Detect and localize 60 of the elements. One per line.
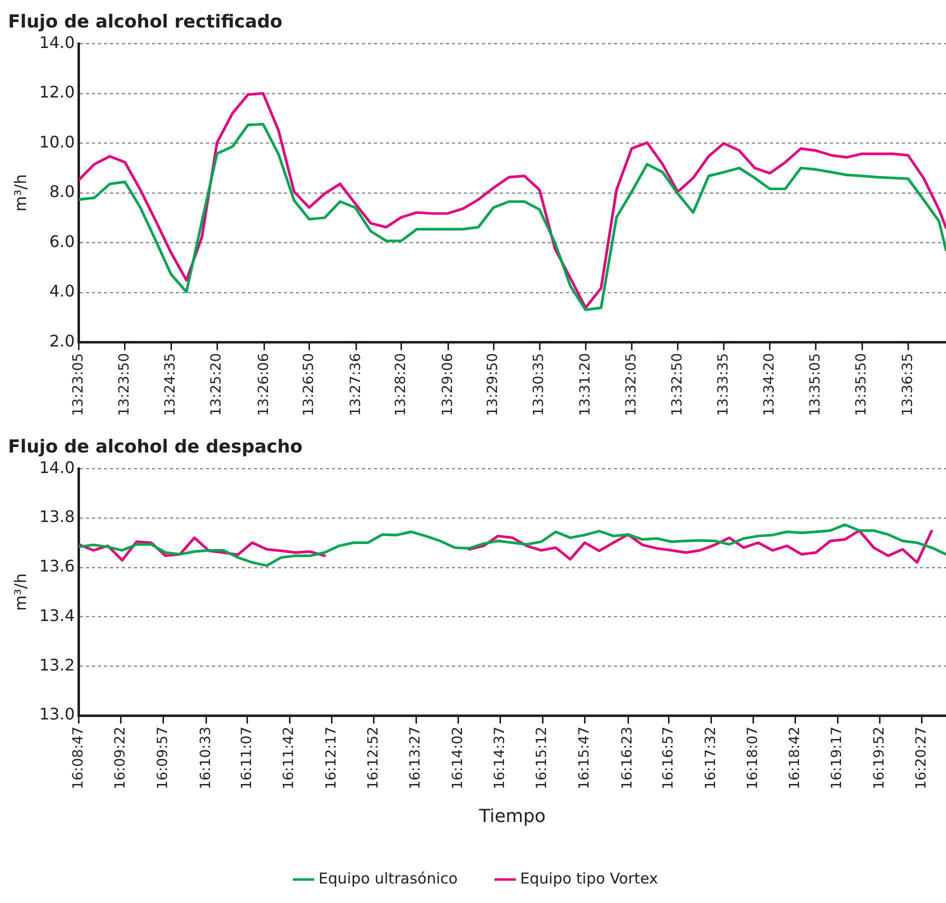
chart-title: Flujo de alcohol rectificado	[8, 11, 282, 32]
x-tick-label: 16:18:07	[744, 726, 761, 790]
x-tick-label: 16:19:52	[871, 726, 888, 790]
y-tick-label: 10.0	[39, 132, 75, 152]
x-tick-label: 13:34:20	[762, 353, 778, 416]
x-tick-label: 16:13:27	[408, 726, 424, 790]
x-tick-label: 16:20:27	[914, 726, 930, 790]
x-tick-label: 13:26:06	[256, 353, 272, 416]
y-tick-label: 6.0	[49, 232, 75, 251]
y-tick-label: 8.0	[49, 182, 75, 202]
x-tick-label: 16:10:33	[198, 726, 214, 790]
x-tick-label: 16:12:17	[323, 726, 340, 790]
x-tick-label: 13:26:50	[300, 353, 317, 416]
y-tick-label: 13.8	[39, 507, 75, 526]
x-tick-label: 16:08:47	[70, 726, 86, 790]
y-tick-label: 14.0	[39, 458, 75, 477]
y-axis-title: m³/h	[10, 573, 30, 611]
x-tick-label: 13:32:50	[669, 353, 686, 416]
x-tick-label: 16:14:02	[450, 726, 466, 790]
x-tick-label: 13:29:06	[440, 353, 456, 416]
x-tick-label: 13:27:36	[348, 353, 364, 416]
x-tick-label: 13:33:35	[715, 353, 732, 416]
x-axis-title: Tiempo	[478, 806, 546, 827]
x-tick-label: 16:19:17	[829, 726, 846, 790]
x-tick-label: 13:35:05	[808, 353, 824, 416]
x-tick-label: 16:09:57	[154, 726, 171, 790]
x-tick-label: 13:31:20	[577, 353, 594, 416]
legend-label: Equipo ultrasónico	[318, 869, 458, 888]
x-tick-label: 13:24:35	[162, 353, 179, 416]
x-tick-label: 13:28:20	[393, 353, 410, 416]
x-tick-label: 16:16:23	[620, 726, 636, 790]
y-tick-label: 13.0	[39, 704, 75, 724]
x-tick-label: 13:32:05	[623, 353, 640, 416]
y-tick-label: 13.2	[39, 655, 75, 674]
x-tick-label: 16:15:12	[534, 726, 550, 790]
x-tick-label: 13:30:35	[531, 353, 548, 416]
y-tick-label: 4.0	[49, 282, 75, 301]
x-tick-label: 13:25:20	[208, 353, 225, 416]
x-tick-label: 16:09:22	[112, 726, 129, 790]
x-tick-label: 16:12:52	[366, 726, 382, 790]
y-axis-title: m³/h	[10, 174, 30, 212]
y-tick-label: 2.0	[49, 331, 75, 350]
x-tick-label: 16:11:42	[281, 726, 298, 790]
x-tick-label: 16:15:47	[576, 726, 592, 790]
x-tick-label: 16:18:42	[787, 726, 804, 790]
x-tick-label: 13:23:50	[116, 353, 133, 416]
x-tick-label: 13:36:35	[900, 353, 916, 416]
chart-title: Flujo de alcohol de despacho	[8, 436, 302, 458]
x-tick-label: 16:17:32	[702, 726, 719, 790]
y-tick-label: 13.4	[39, 606, 75, 625]
x-tick-label: 16:14:37	[492, 726, 508, 790]
x-tick-label: 13:29:50	[485, 353, 502, 416]
x-tick-label: 16:16:57	[660, 726, 677, 790]
y-tick-label: 14.0	[39, 32, 75, 52]
x-tick-label: 13:23:05	[70, 353, 87, 416]
x-tick-label: 16:11:07	[239, 726, 256, 790]
y-tick-label: 12.0	[39, 82, 75, 102]
x-tick-label: 13:35:50	[854, 353, 870, 416]
y-tick-label: 13.6	[39, 556, 75, 576]
legend-label: Equipo tipo Vortex	[520, 869, 658, 888]
